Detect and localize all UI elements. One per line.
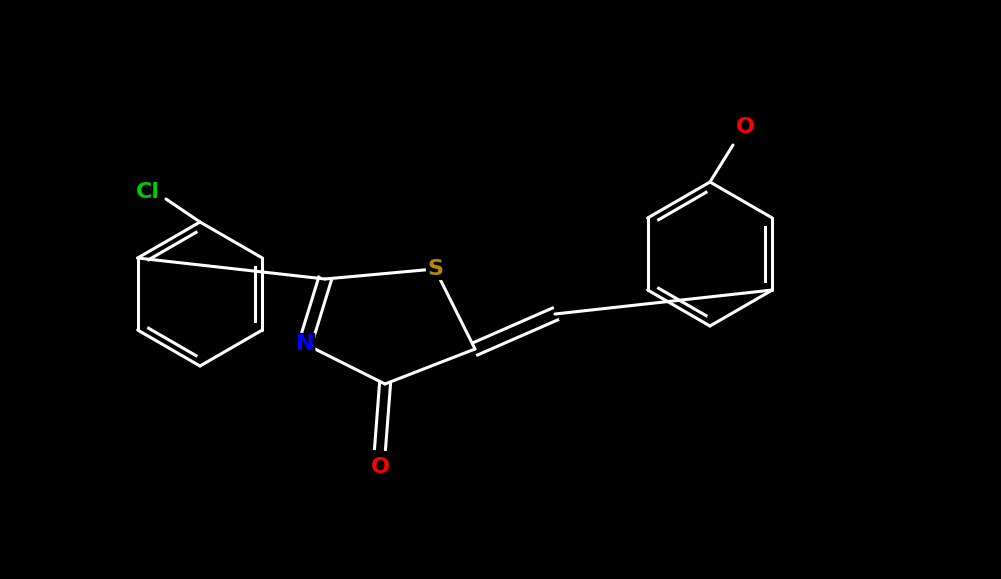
Text: S: S xyxy=(427,259,443,279)
Text: O: O xyxy=(736,117,755,137)
Text: N: N xyxy=(295,334,314,354)
Text: Cl: Cl xyxy=(136,182,160,202)
Text: O: O xyxy=(370,457,389,477)
